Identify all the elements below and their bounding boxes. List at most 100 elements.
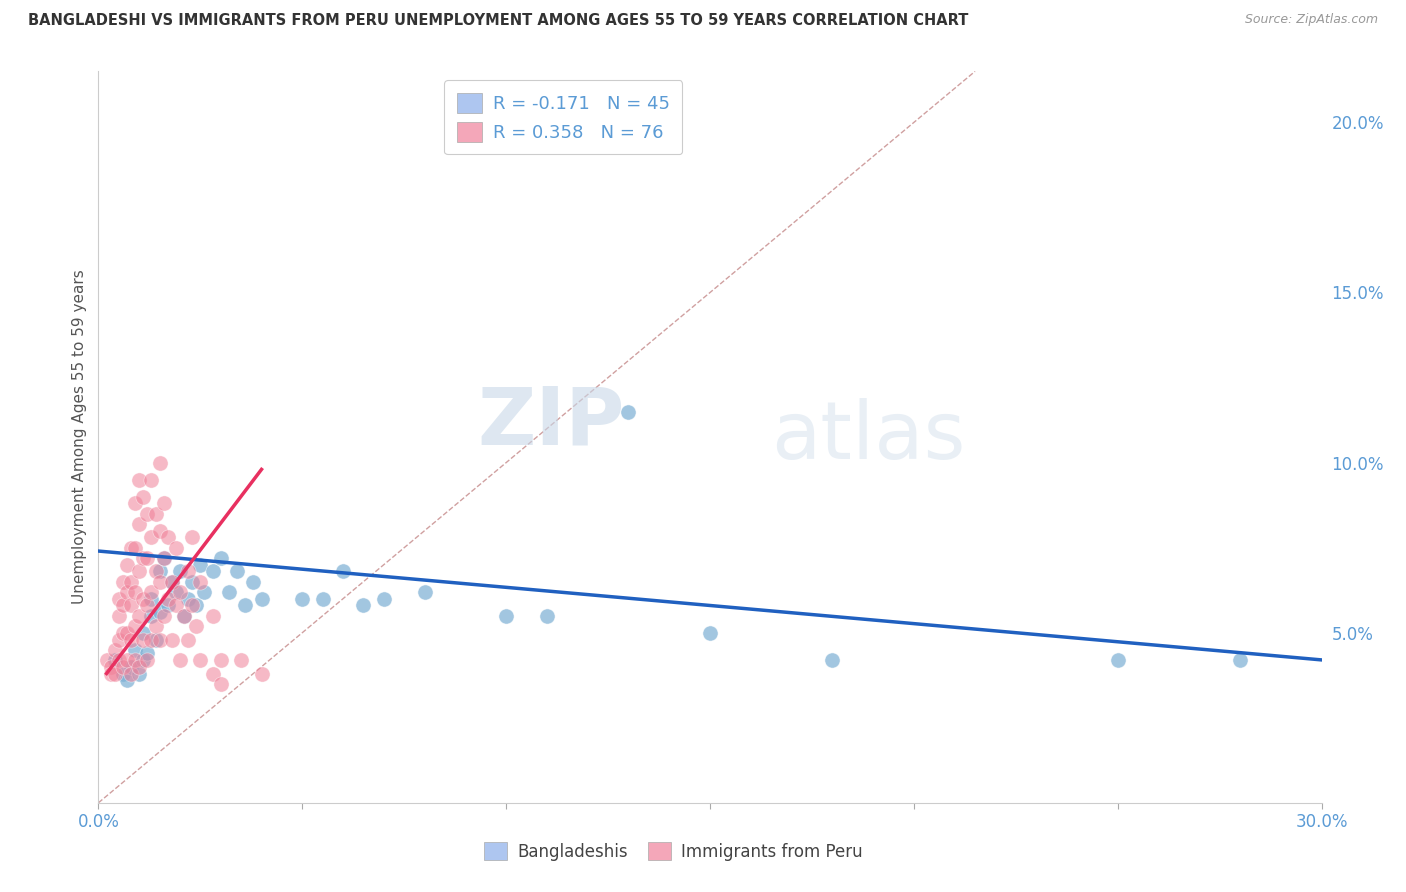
Point (1229, 653, 1251, 667)
Point (312, 591, 335, 606)
Point (128, 659, 150, 673)
Point (124, 541, 146, 555)
Point (115, 653, 138, 667)
Point (132, 550, 155, 565)
Point (1107, 653, 1129, 667)
Point (173, 608, 195, 623)
Point (373, 591, 395, 606)
Point (120, 632, 142, 647)
Text: atlas: atlas (772, 398, 966, 476)
Point (108, 608, 131, 623)
Point (160, 632, 183, 647)
Point (141, 473, 163, 487)
Point (120, 541, 142, 555)
Point (132, 490, 155, 504)
Point (209, 677, 232, 691)
Point (156, 591, 179, 606)
Point (188, 574, 212, 589)
Point (181, 574, 204, 589)
Point (128, 608, 150, 623)
Point (149, 574, 172, 589)
Point (291, 591, 314, 606)
Point (124, 642, 146, 657)
Point (104, 653, 127, 667)
Point (169, 585, 191, 599)
Point (128, 565, 150, 579)
Point (495, 608, 517, 623)
Point (209, 653, 232, 667)
Point (188, 558, 212, 572)
Point (145, 619, 167, 633)
Point (186, 619, 208, 633)
Point (152, 550, 174, 565)
Point (173, 608, 195, 623)
Point (120, 666, 142, 681)
Point (132, 653, 155, 667)
Point (108, 632, 131, 647)
Point (104, 642, 127, 657)
Point (124, 585, 146, 599)
Point (617, 404, 640, 418)
Point (201, 666, 224, 681)
Point (124, 653, 146, 667)
Point (226, 565, 249, 579)
Point (136, 646, 159, 660)
Point (111, 599, 134, 613)
Point (165, 541, 187, 555)
Point (128, 666, 150, 681)
Point (152, 550, 174, 565)
Point (177, 632, 200, 647)
Point (181, 599, 204, 613)
Point (332, 565, 354, 579)
Point (124, 619, 146, 633)
Point (100, 666, 122, 681)
Point (124, 496, 146, 510)
Point (177, 591, 200, 606)
Point (145, 507, 167, 521)
Point (165, 585, 187, 599)
Point (152, 496, 174, 510)
Point (132, 632, 155, 647)
Point (186, 599, 208, 613)
Point (160, 574, 183, 589)
Point (96, 653, 118, 667)
Point (115, 558, 138, 572)
Point (104, 666, 127, 681)
Point (132, 591, 155, 606)
Point (149, 605, 172, 619)
Point (201, 565, 224, 579)
Point (128, 516, 150, 531)
Point (120, 599, 142, 613)
Point (169, 565, 191, 579)
Point (100, 659, 122, 673)
Point (120, 574, 142, 589)
Point (821, 653, 844, 667)
Point (201, 608, 224, 623)
Point (115, 673, 138, 688)
Point (115, 625, 138, 640)
Point (136, 653, 159, 667)
Point (165, 599, 187, 613)
Point (250, 591, 273, 606)
Point (141, 591, 163, 606)
Point (111, 659, 134, 673)
Point (132, 625, 155, 640)
Point (160, 574, 183, 589)
Y-axis label: Unemployment Among Ages 55 to 59 years: Unemployment Among Ages 55 to 59 years (72, 269, 87, 605)
Point (209, 550, 232, 565)
Point (128, 473, 150, 487)
Point (149, 565, 172, 579)
Point (136, 550, 159, 565)
Point (233, 599, 256, 613)
Point (108, 591, 131, 606)
Point (136, 507, 159, 521)
Point (250, 666, 273, 681)
Point (177, 565, 200, 579)
Point (111, 625, 134, 640)
Point (193, 585, 215, 599)
Point (149, 524, 172, 538)
Point (111, 574, 134, 589)
Point (156, 599, 179, 613)
Point (188, 653, 212, 667)
Point (181, 531, 204, 545)
